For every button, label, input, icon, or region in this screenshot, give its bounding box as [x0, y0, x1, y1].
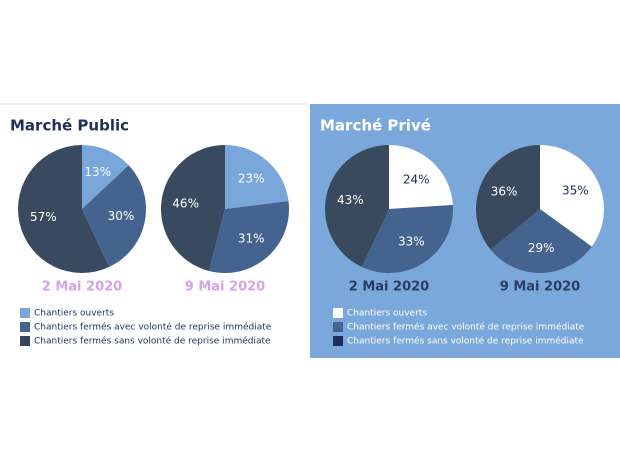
pie-slice [540, 145, 604, 247]
pie-date: 2 Mai 2020 [42, 280, 122, 295]
panel-title: Marché Public [10, 117, 129, 135]
pie-slice [325, 145, 389, 267]
legend-swatch [333, 336, 343, 346]
pie-slice [82, 165, 146, 267]
slice-label: 36% [491, 185, 518, 199]
pie-slice [82, 145, 129, 209]
legend-label: Chantiers ouverts [34, 309, 114, 319]
pie-slice [209, 200, 289, 273]
legend-label: Chantiers fermés avec volonté de reprise… [34, 322, 272, 333]
legend-swatch [20, 336, 30, 346]
pie-slice [225, 145, 289, 209]
legend-label: Chantiers fermés avec volonté de reprise… [347, 322, 585, 333]
pie-slice [161, 145, 225, 271]
legend-label: Chantiers fermés sans volonté de reprise… [347, 336, 584, 347]
slice-label: 33% [398, 234, 425, 248]
pie-slice [490, 209, 592, 273]
panel-title: Marché Privé [320, 117, 431, 135]
slice-label: 24% [403, 173, 430, 187]
slice-label: 35% [562, 183, 589, 197]
slice-label: 43% [337, 193, 364, 207]
pie-slice [18, 145, 110, 273]
legend-swatch [333, 322, 343, 332]
legend-label: Chantiers ouverts [347, 309, 427, 319]
legend-label: Chantiers fermés sans volonté de reprise… [34, 336, 271, 347]
pie-date: 9 Mai 2020 [500, 280, 580, 295]
slice-label: 29% [528, 241, 555, 255]
legend-swatch [333, 308, 343, 318]
pie-slice [389, 145, 453, 209]
pie-date: 2 Mai 2020 [349, 280, 429, 295]
slice-label: 57% [30, 210, 57, 224]
slice-label: 46% [172, 197, 199, 211]
pie-slice [361, 204, 454, 273]
slice-label: 23% [238, 172, 265, 186]
pie-date: 9 Mai 2020 [185, 280, 265, 295]
slice-label: 13% [84, 165, 111, 179]
slice-label: 31% [238, 231, 265, 245]
legend-swatch [20, 308, 30, 318]
pie-slice [476, 145, 540, 250]
slice-label: 30% [108, 209, 135, 223]
legend-swatch [20, 322, 30, 332]
